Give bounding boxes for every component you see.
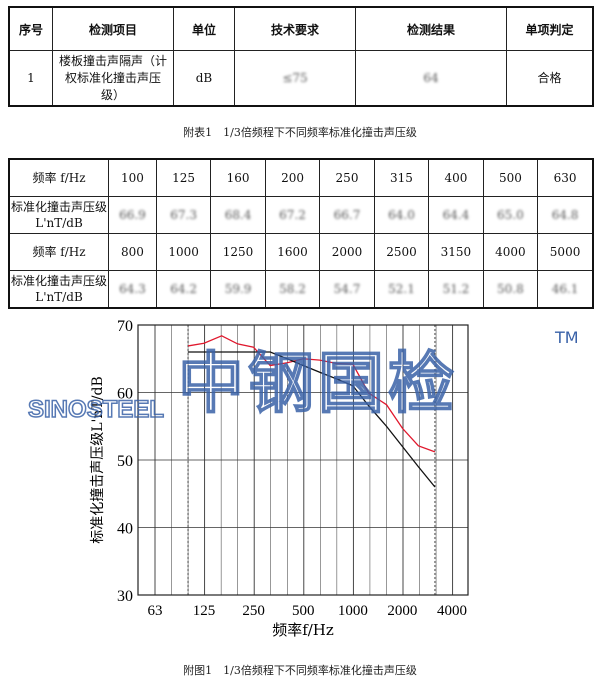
- freq-cell: 125: [155, 158, 212, 197]
- y-tick-label: 50: [117, 453, 133, 470]
- level-cell: 68.4: [210, 196, 266, 234]
- cell-verdict: 合格: [506, 50, 594, 107]
- level-row: 标准化撞击声压级 L'nT/dB 66.9 67.3 68.4 67.2 66.7 64.0…: [8, 196, 594, 234]
- y-tick-label: 40: [117, 521, 133, 538]
- level-cell: 66.7: [319, 196, 375, 234]
- freq-cell: 3150: [428, 233, 484, 271]
- cell-requirement: ≤75: [234, 50, 356, 107]
- frequency-row: 频率 f/Hz 100 125 160 200 250 315 400 500 630: [8, 158, 594, 197]
- frequency-table: 频率 f/Hz 100 125 160 200 250 315 400 500 630 标准化撞击声…: [8, 158, 594, 309]
- plot-frame: [137, 324, 469, 596]
- x-tick-label: 63: [148, 603, 163, 619]
- y-tick-label: 70: [117, 318, 133, 335]
- level-cell: 50.8: [482, 270, 539, 309]
- freq-cell: 630: [537, 158, 594, 197]
- level-label: 标准化撞击声压级 L'nT/dB: [8, 196, 109, 234]
- x-tick-label: 2000: [387, 603, 417, 619]
- level-cell: 59.9: [210, 270, 266, 309]
- level-cell: 67.2: [264, 196, 321, 234]
- x-tick-label: 4000: [437, 603, 467, 619]
- level-cell: 64.2: [155, 270, 212, 309]
- freq-cell: 100: [108, 158, 157, 197]
- freq-cell: 315: [373, 158, 430, 197]
- reference-curve-line: [188, 351, 436, 488]
- frequency-row: 频率 f/Hz 800 1000 1250 1600 2000 2500 3150 4000 50…: [8, 233, 594, 271]
- impact-sound-chart: 30 40 50 60 70 63 125 250 500 1000 2000 4000 频率f/Hz 标…: [90, 318, 469, 639]
- cell-no: 1: [8, 50, 53, 107]
- x-tick-label: 1000: [338, 603, 368, 619]
- header-result: 检测结果: [355, 6, 507, 51]
- watermark-tm: TM: [555, 328, 579, 347]
- x-tick-label: 250: [242, 603, 265, 619]
- level-cell: 64.8: [537, 196, 594, 234]
- freq-cell: 200: [264, 158, 321, 197]
- header-item: 检测项目: [52, 6, 174, 51]
- level-cell: 54.7: [319, 270, 375, 309]
- measured-series-line: [187, 335, 436, 453]
- freq-cell: 2000: [319, 233, 375, 271]
- freq-cell: 800: [108, 233, 157, 271]
- header-verdict: 单项判定: [506, 6, 594, 51]
- freq-cell: 500: [482, 158, 539, 197]
- level-cell: 46.1: [537, 270, 594, 309]
- level-label: 标准化撞击声压级 L'nT/dB: [8, 270, 109, 309]
- level-cell: 64.0: [373, 196, 430, 234]
- level-cell: 52.1: [373, 270, 430, 309]
- level-row: 标准化撞击声压级 L'nT/dB 64.3 64.2 59.9 58.2 54.7 52.1…: [8, 270, 594, 309]
- table-caption: 附表1 1/3倍频程下不同频率标准化撞击声压级: [183, 126, 417, 139]
- table-row: 1 楼板撞击声隔声（计权标准化撞击声压级） dB ≤75 64 合格: [8, 50, 594, 107]
- header-requirement: 技术要求: [234, 6, 356, 51]
- freq-cell: 1250: [210, 233, 266, 271]
- freq-cell: 1000: [155, 233, 212, 271]
- level-cell: 51.2: [428, 270, 484, 309]
- cell-unit: dB: [173, 50, 235, 107]
- freq-cell: 400: [428, 158, 484, 197]
- watermark-logo-en: SINOSTEEL: [27, 395, 165, 424]
- freq-cell: 160: [210, 158, 266, 197]
- y-axis-label: 标准化撞击声压级L'nT/dB: [90, 376, 106, 543]
- freq-cell: 250: [319, 158, 375, 197]
- header-unit: 单位: [173, 6, 235, 51]
- x-tick-label: 500: [292, 603, 315, 619]
- freq-label: 频率 f/Hz: [8, 158, 109, 197]
- header-no: 序号: [8, 6, 53, 51]
- level-cell: 66.9: [108, 196, 157, 234]
- level-cell: 67.3: [155, 196, 212, 234]
- watermark-logo-cn: 中钢国检: [177, 344, 458, 423]
- result-table: 序号 检测项目 单位 技术要求 检测结果 单项判定 1 楼板撞击声隔声（计权标准…: [8, 6, 594, 107]
- freq-cell: 1600: [264, 233, 321, 271]
- cell-item: 楼板撞击声隔声（计权标准化撞击声压级）: [52, 50, 174, 107]
- level-cell: 64.3: [108, 270, 157, 309]
- x-tick-label: 125: [193, 603, 216, 619]
- level-cell: 64.4: [428, 196, 484, 234]
- level-cell: 65.0: [482, 196, 539, 234]
- y-tick-label: 30: [117, 588, 133, 605]
- level-cell: 58.2: [264, 270, 321, 309]
- x-axis-label: 频率f/Hz: [272, 621, 334, 639]
- freq-cell: 4000: [482, 233, 539, 271]
- y-tick-label: 60: [117, 386, 133, 403]
- cell-result: 64: [355, 50, 507, 107]
- freq-label: 频率 f/Hz: [8, 233, 109, 271]
- figure-caption: 附图1 1/3倍频程下不同频率标准化撞击声压级: [183, 664, 417, 677]
- freq-cell: 5000: [537, 233, 594, 271]
- freq-cell: 2500: [373, 233, 430, 271]
